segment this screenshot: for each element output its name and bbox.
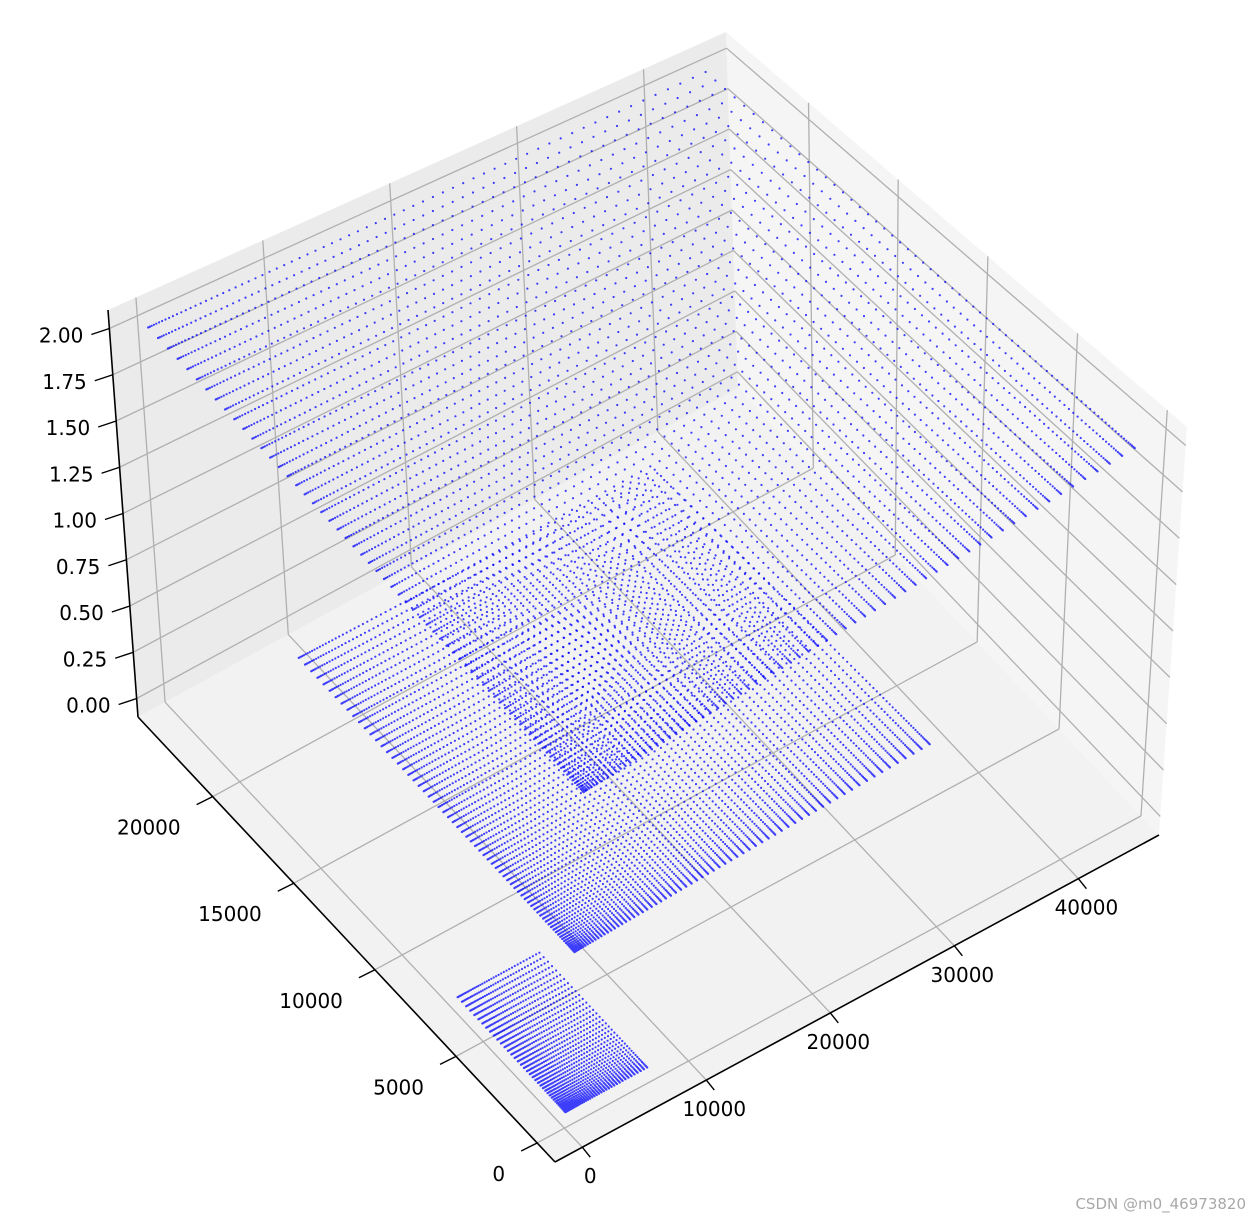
z-gridline: [132, 330, 737, 653]
z-tick-label: 0.50: [59, 601, 104, 625]
x-tick-label: 30000: [931, 963, 995, 987]
y-tick-tick: [277, 882, 295, 892]
y-tick-tick: [439, 1055, 457, 1066]
z-tick-tick: [101, 466, 120, 474]
axes-panes: [108, 32, 1187, 1162]
z-tick-label: 1.00: [52, 509, 97, 533]
z-tick-label: 0.25: [63, 647, 108, 671]
x-tick-label: 10000: [682, 1097, 746, 1121]
x-tick-tick: [1077, 878, 1087, 890]
z-gridline: [731, 209, 1174, 632]
z-gridline: [732, 249, 1171, 678]
scatter-series-3: [147, 70, 1136, 794]
z-gridline: [129, 290, 736, 607]
y-tick-label: 20000: [117, 816, 181, 840]
z-gridline: [115, 128, 730, 422]
x-tick-tick: [581, 1146, 591, 1158]
z-gridline: [726, 47, 1187, 447]
x-tick-tick: [829, 1012, 839, 1024]
z-tick-tick: [115, 651, 134, 659]
y-gridline: [374, 641, 978, 971]
z-tick-label: 1.75: [42, 370, 87, 394]
x-gridline: [657, 431, 1079, 880]
data-points: [147, 70, 1136, 1114]
back-wall-pane: [108, 32, 738, 717]
z-tick-tick: [91, 327, 110, 336]
z-tick-label: 2.00: [39, 324, 84, 348]
y-tick-tick: [520, 1142, 538, 1152]
z-gridline: [109, 47, 727, 330]
y-gridline: [536, 815, 1142, 1144]
z-gridline: [136, 371, 738, 700]
z-tick-tick: [108, 559, 127, 567]
z-tick-tick: [97, 420, 117, 428]
z-tick-label: 1.25: [49, 462, 94, 486]
z-tick-tick: [94, 374, 113, 382]
x-gridline: [534, 499, 955, 947]
z-gridline: [119, 168, 731, 468]
z-tick-tick: [104, 512, 124, 521]
y-tick-label: 0: [492, 1162, 505, 1186]
y-tick-label: 10000: [279, 989, 343, 1013]
z-gridline: [126, 249, 734, 561]
z-tick-tick: [111, 605, 131, 613]
z-gridline: [736, 371, 1161, 817]
scatter-series-1: [456, 951, 649, 1114]
z-tick-label: 0.00: [66, 694, 111, 718]
z-gridline: [122, 209, 733, 515]
x-tick-tick: [953, 945, 963, 957]
x-gridline: [411, 566, 831, 1014]
y-tick-tick: [196, 796, 213, 806]
x-gridline: [287, 634, 707, 1081]
z-tick-tick: [118, 697, 137, 706]
x-axis-line: [554, 834, 1160, 1163]
y-tick-label: 5000: [373, 1075, 424, 1099]
z-gridline: [734, 290, 1168, 725]
y-tick-label: 15000: [198, 902, 262, 926]
z-gridline: [728, 128, 1180, 539]
x-tick-label: 20000: [807, 1030, 871, 1054]
z-gridline: [730, 169, 1177, 586]
axis-ticks: 0 10000 20000 30000 40000 0 5000 10000 15000 2000…: [39, 324, 1118, 1189]
watermark: CSDN @m0_46973820: [1075, 1195, 1246, 1213]
y-axis-line: [137, 716, 556, 1163]
z-tick-label: 0.75: [56, 555, 101, 579]
scatter-series-2: [297, 468, 931, 954]
x-tick-label: 40000: [1055, 896, 1119, 920]
x-tick-tick: [705, 1079, 715, 1091]
x-gridline: [164, 701, 583, 1148]
z-tick-label: 1.50: [46, 416, 91, 440]
x-tick-label: 0: [584, 1164, 597, 1188]
right-wall-pane: [726, 32, 1187, 835]
y-tick-tick: [358, 969, 376, 979]
z-gridline: [727, 88, 1183, 493]
y-gridline: [212, 467, 814, 798]
